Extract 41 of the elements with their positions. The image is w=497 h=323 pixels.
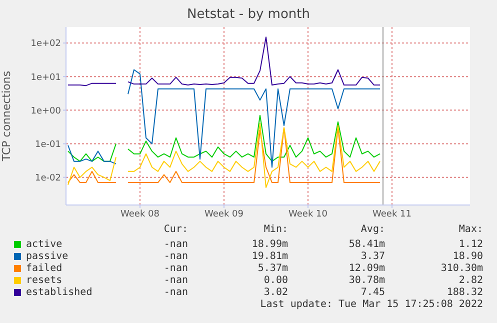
legend-label: passive (26, 251, 68, 262)
x-tick-label: Week 08 (120, 209, 160, 220)
text: -nan (164, 251, 188, 262)
text: Last update: Tue Mar 15 17:25:08 2022 (260, 299, 483, 310)
text: 58.41m (348, 239, 385, 250)
text: -nan (164, 287, 188, 298)
y-tick-label: 1e-02 (35, 174, 61, 184)
y-tick-label: 1e-01 (35, 140, 61, 150)
legend-label: resets (26, 275, 62, 286)
text: 2.82 (458, 275, 483, 286)
text: 18.99m (252, 239, 288, 250)
x-tick-label: Week 10 (288, 209, 328, 220)
legend-label: failed (26, 263, 62, 274)
text: 18.90 (452, 251, 483, 262)
legend-label: active (26, 239, 62, 250)
chart-title: Netstat - by month (186, 7, 311, 22)
text: 0.00 (264, 275, 288, 286)
text: 310.30m (440, 263, 483, 274)
legend-label: established (26, 287, 92, 298)
text: 188.32 (446, 287, 483, 298)
text: 30.78m (348, 275, 385, 286)
text: Min: (264, 224, 288, 235)
y-axis-title: TCP connections (0, 70, 13, 162)
text: Avg: (360, 224, 385, 235)
x-tick-label: Week 09 (204, 209, 244, 220)
text: Cur: (164, 224, 188, 235)
text: 7.45 (360, 287, 385, 298)
y-tick-label: 1e+01 (30, 72, 61, 83)
text: 12.09m (348, 263, 385, 274)
text: -nan (164, 275, 188, 286)
text: 1.12 (458, 239, 483, 250)
text: 19.81m (252, 251, 288, 262)
text: Max: (458, 224, 483, 235)
text: 3.37 (360, 251, 385, 262)
text: 3.02 (264, 287, 288, 298)
text: -nan (164, 239, 188, 250)
x-tick-label: Week 11 (372, 209, 412, 220)
text: 5.37m (258, 263, 288, 274)
y-tick-label: 1e+00 (30, 106, 62, 116)
text: -nan (164, 263, 188, 274)
y-tick-label: 1e+02 (30, 39, 61, 50)
